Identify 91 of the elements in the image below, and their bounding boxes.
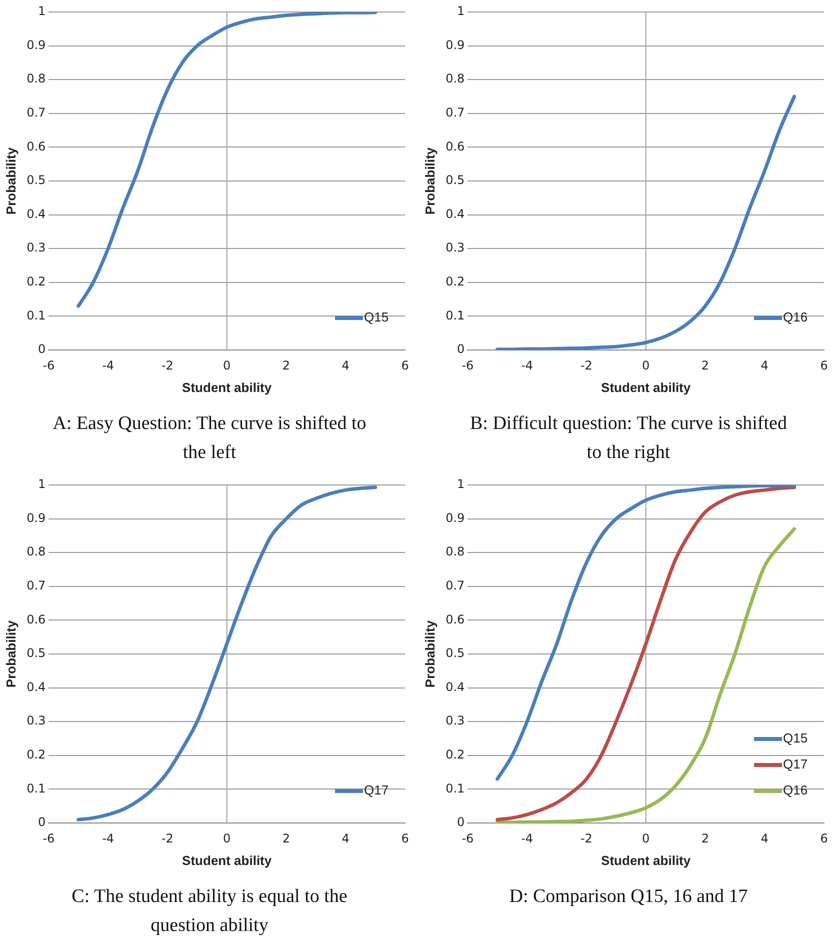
y-tick-label: 0 — [38, 342, 46, 356]
y-tick-label: 0.3 — [26, 714, 46, 728]
y-tick-label: 0.5 — [446, 173, 465, 188]
y-tick-label: 0.7 — [26, 578, 46, 593]
x-tick-label: -4 — [102, 831, 114, 846]
x-tick-label: -2 — [580, 831, 592, 846]
y-tick-label: 0.8 — [446, 72, 465, 86]
legend-label: Q17 — [783, 756, 808, 772]
x-tick-label: -4 — [102, 358, 114, 372]
y-axis-title: Probability — [422, 620, 438, 688]
y-tick-label: 1 — [38, 4, 46, 18]
y-tick-label: 0.2 — [26, 748, 46, 762]
x-tick-label: 6 — [401, 831, 409, 846]
x-tick-label: -2 — [161, 358, 174, 372]
x-tick-label: -2 — [580, 358, 592, 372]
y-tick-label: 0.4 — [446, 206, 465, 221]
y-tick-label: 0.2 — [26, 274, 46, 289]
y-tick-label: 0.9 — [26, 510, 46, 525]
x-tick-label: 0 — [642, 358, 650, 372]
text: B: Difficult question: The curve is shifted to the right — [469, 412, 788, 464]
y-tick-label: 0.1 — [26, 308, 46, 322]
y-tick-label: 0 — [457, 815, 465, 830]
y-tick-label: 0.1 — [446, 781, 465, 796]
y-tick-label: 0.5 — [26, 646, 46, 660]
x-tick-label: 4 — [760, 358, 768, 372]
y-tick-label: 0.1 — [26, 781, 46, 796]
x-axis-title: Student ability — [182, 852, 272, 868]
y-tick-label: 0.5 — [446, 646, 465, 660]
y-axis-title: Probability — [3, 146, 18, 215]
x-tick-label: 6 — [820, 358, 828, 372]
x-tick-label: -4 — [521, 358, 534, 372]
x-tick-label: -6 — [42, 831, 55, 846]
x-tick-label: -6 — [462, 831, 474, 846]
y-tick-label: 0.5 — [26, 173, 46, 188]
x-tick-label: -6 — [462, 358, 474, 372]
x-tick-label: 0 — [223, 831, 231, 846]
x-tick-label: 4 — [760, 831, 768, 846]
y-tick-label: 0.7 — [446, 106, 465, 120]
y-tick-label: 0.6 — [446, 139, 465, 154]
x-tick-label: -4 — [521, 831, 534, 846]
y-tick-label: 0.6 — [446, 612, 465, 626]
legend-label: Q16 — [783, 310, 808, 325]
x-tick-label: 2 — [282, 358, 290, 372]
y-tick-label: 0.4 — [26, 680, 46, 694]
legend-label: Q15 — [364, 310, 389, 325]
x-tick-label: 2 — [701, 831, 710, 846]
y-tick-label: 0.8 — [26, 544, 46, 559]
x-axis-title: Student ability — [601, 852, 692, 868]
x-tick-label: 2 — [701, 358, 710, 372]
x-tick-label: 2 — [282, 831, 290, 846]
y-tick-label: 0.2 — [446, 274, 465, 289]
y-axis-title: Probability — [422, 146, 438, 215]
y-axis-title: Probability — [3, 620, 18, 688]
line-series — [76, 12, 378, 308]
y-tick-label: 0.7 — [26, 106, 46, 120]
y-tick-label: 1 — [457, 4, 465, 18]
legend-label: Q15 — [783, 730, 808, 746]
legend-label: Q16 — [783, 782, 808, 798]
x-axis-title: Student ability — [182, 380, 272, 395]
x-tick-label: 6 — [820, 831, 828, 846]
y-tick-label: 1 — [38, 477, 46, 492]
x-tick-label: 0 — [223, 358, 231, 372]
y-tick-label: 0 — [38, 815, 46, 830]
x-tick-label: 6 — [401, 358, 409, 372]
legend-label: Q17 — [364, 782, 389, 798]
y-tick-label: 1 — [457, 477, 465, 492]
y-tick-label: 0.3 — [26, 240, 46, 255]
text: D: Comparison Q15, 16 and 17 — [508, 885, 749, 909]
x-tick-label: 4 — [342, 358, 350, 372]
x-axis-title: Student ability — [601, 380, 692, 395]
y-tick-label: 0.4 — [26, 206, 46, 221]
y-tick-label: 0.7 — [446, 578, 465, 593]
y-tick-label: 0.3 — [446, 714, 465, 728]
text: A: Easy Question: The curve is shifted to the left — [52, 412, 368, 464]
y-tick-label: 0.2 — [446, 748, 465, 762]
x-tick-label: -6 — [42, 358, 55, 372]
x-tick-label: -2 — [161, 831, 174, 846]
y-tick-label: 0.1 — [446, 308, 465, 322]
x-tick-label: 0 — [642, 831, 650, 846]
x-tick-label: 4 — [342, 831, 350, 846]
y-tick-label: 0.9 — [26, 38, 46, 52]
y-tick-label: 0.6 — [26, 612, 46, 626]
text: C: The student ability is equal to the question ability — [70, 885, 348, 938]
y-tick-label: 0.8 — [446, 544, 465, 559]
y-tick-label: 0.9 — [446, 510, 465, 525]
y-tick-label: 0.4 — [446, 680, 465, 694]
y-tick-label: 0.8 — [26, 72, 46, 86]
y-tick-label: 0 — [457, 342, 465, 356]
y-tick-label: 0.3 — [446, 240, 465, 255]
y-tick-label: 0.6 — [26, 139, 46, 154]
y-tick-label: 0.9 — [446, 38, 465, 52]
